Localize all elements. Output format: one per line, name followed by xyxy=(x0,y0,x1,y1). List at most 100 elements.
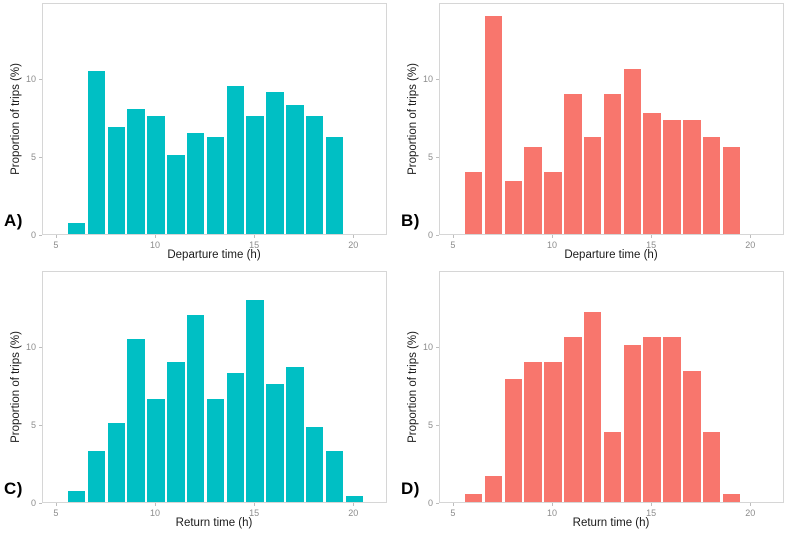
plot-area-d xyxy=(439,271,784,503)
x-axis-tick-mark xyxy=(750,235,752,238)
y-axis-tick-mark xyxy=(39,425,42,427)
histogram-bar xyxy=(206,137,225,234)
histogram-bar xyxy=(345,495,363,502)
histogram-bar xyxy=(167,361,185,502)
histogram-bar xyxy=(266,383,284,502)
x-axis-tick-label: 20 xyxy=(348,240,359,250)
histogram-bar xyxy=(107,422,126,502)
x-axis-tick-label: 5 xyxy=(53,508,59,518)
histogram-bar xyxy=(246,115,264,234)
histogram-bar xyxy=(87,450,106,502)
y-axis-tick-label: 10 xyxy=(422,342,433,353)
histogram-bar xyxy=(643,112,661,234)
histogram-bar xyxy=(186,132,205,234)
histogram-bar xyxy=(484,16,503,234)
histogram-bar xyxy=(266,92,284,234)
histogram-bar xyxy=(186,315,205,502)
panel-label-c: C) xyxy=(4,479,23,498)
x-axis-tick-mark xyxy=(452,503,454,506)
histogram-bar xyxy=(325,450,344,502)
x-axis-tick-label: 10 xyxy=(547,508,558,518)
histogram-bar xyxy=(504,379,523,502)
x-axis-tick-label: 10 xyxy=(150,508,161,518)
histogram-bar xyxy=(702,137,721,234)
y-axis-tick-mark xyxy=(436,347,439,349)
histogram-bar xyxy=(504,181,523,234)
histogram-bar xyxy=(702,431,721,502)
x-axis-title: Return time (h) xyxy=(175,517,253,529)
histogram-bar xyxy=(147,399,165,502)
x-axis-tick-label: 15 xyxy=(249,508,260,518)
histogram-bar xyxy=(127,338,145,502)
y-axis-tick-mark xyxy=(436,503,439,504)
y-axis-tick-mark xyxy=(436,157,439,159)
x-axis-tick-mark xyxy=(651,235,653,238)
plot-area-b xyxy=(439,3,784,235)
x-axis-tick-mark xyxy=(552,503,554,506)
y-axis-tick-label: 5 xyxy=(427,152,433,163)
histogram-bar xyxy=(206,399,225,502)
histogram-bar xyxy=(603,431,622,502)
x-axis-tick-mark xyxy=(750,503,752,506)
histogram-bar xyxy=(683,120,701,234)
plot-area-a xyxy=(42,3,387,235)
histogram-bar xyxy=(643,336,661,502)
panel-label-a: A) xyxy=(4,211,23,230)
plot-area-c xyxy=(42,271,387,503)
y-axis-tick-label: 10 xyxy=(25,74,36,85)
y-axis-tick-mark xyxy=(39,347,42,349)
x-axis-title: Departure time (h) xyxy=(167,249,261,261)
x-axis-tick-mark xyxy=(254,503,256,506)
x-axis-tick-mark xyxy=(155,503,157,506)
histogram-bar xyxy=(583,312,602,502)
x-axis-tick-mark xyxy=(353,235,355,238)
x-axis-tick-mark xyxy=(55,503,57,506)
panel-c: C) Proportion of trips (%) Return time (… xyxy=(0,268,397,536)
x-axis-tick-label: 5 xyxy=(53,240,59,250)
histogram-bar xyxy=(167,154,185,234)
panel-label-d: D) xyxy=(401,479,420,498)
histogram-bar xyxy=(623,68,642,234)
y-axis-tick-label: 0 xyxy=(427,498,433,508)
panel-b: B) Proportion of trips (%) Departure tim… xyxy=(397,0,795,268)
y-axis-tick-mark xyxy=(436,79,439,81)
y-axis-tick-mark xyxy=(436,425,439,427)
y-axis-tick-mark xyxy=(436,235,439,236)
histogram-bar xyxy=(524,146,542,234)
histogram-bar xyxy=(623,344,642,502)
x-axis-tick-label: 5 xyxy=(450,508,456,518)
histogram-bar xyxy=(305,427,324,502)
histogram-bar xyxy=(524,361,542,502)
y-axis-tick-label: 5 xyxy=(427,420,433,431)
histogram-bar xyxy=(722,494,741,502)
x-axis-tick-mark xyxy=(651,503,653,506)
y-axis-tick-label: 5 xyxy=(30,152,36,163)
x-axis-tick-label: 15 xyxy=(646,508,657,518)
histogram-bar xyxy=(464,494,483,502)
panel-d: D) Proportion of trips (%) Return time (… xyxy=(397,268,795,536)
x-axis-tick-label: 10 xyxy=(150,240,161,250)
panel-a: A) Proportion of trips (%) Departure tim… xyxy=(0,0,397,268)
histogram-bar xyxy=(464,171,483,234)
histogram-bar xyxy=(286,366,304,502)
histogram-bar xyxy=(67,491,86,502)
x-axis-tick-label: 20 xyxy=(348,508,359,518)
y-axis-tick-label: 10 xyxy=(422,74,433,85)
histogram-bar xyxy=(325,137,344,234)
histogram-bar xyxy=(663,120,681,234)
y-axis-tick-mark xyxy=(39,157,42,159)
x-axis-tick-mark xyxy=(452,235,454,238)
histogram-bar xyxy=(107,126,126,234)
histogram-bar xyxy=(722,146,741,234)
x-axis-tick-mark xyxy=(155,235,157,238)
histogram-bar xyxy=(564,93,582,234)
histogram-bar xyxy=(67,223,86,234)
x-axis-tick-mark xyxy=(552,235,554,238)
histogram-bar xyxy=(147,115,165,234)
x-axis-tick-label: 15 xyxy=(249,240,260,250)
panel-label-b: B) xyxy=(401,211,420,230)
histogram-bar xyxy=(87,70,106,234)
y-axis-tick-label: 0 xyxy=(30,230,36,240)
histogram-bar xyxy=(683,371,701,502)
